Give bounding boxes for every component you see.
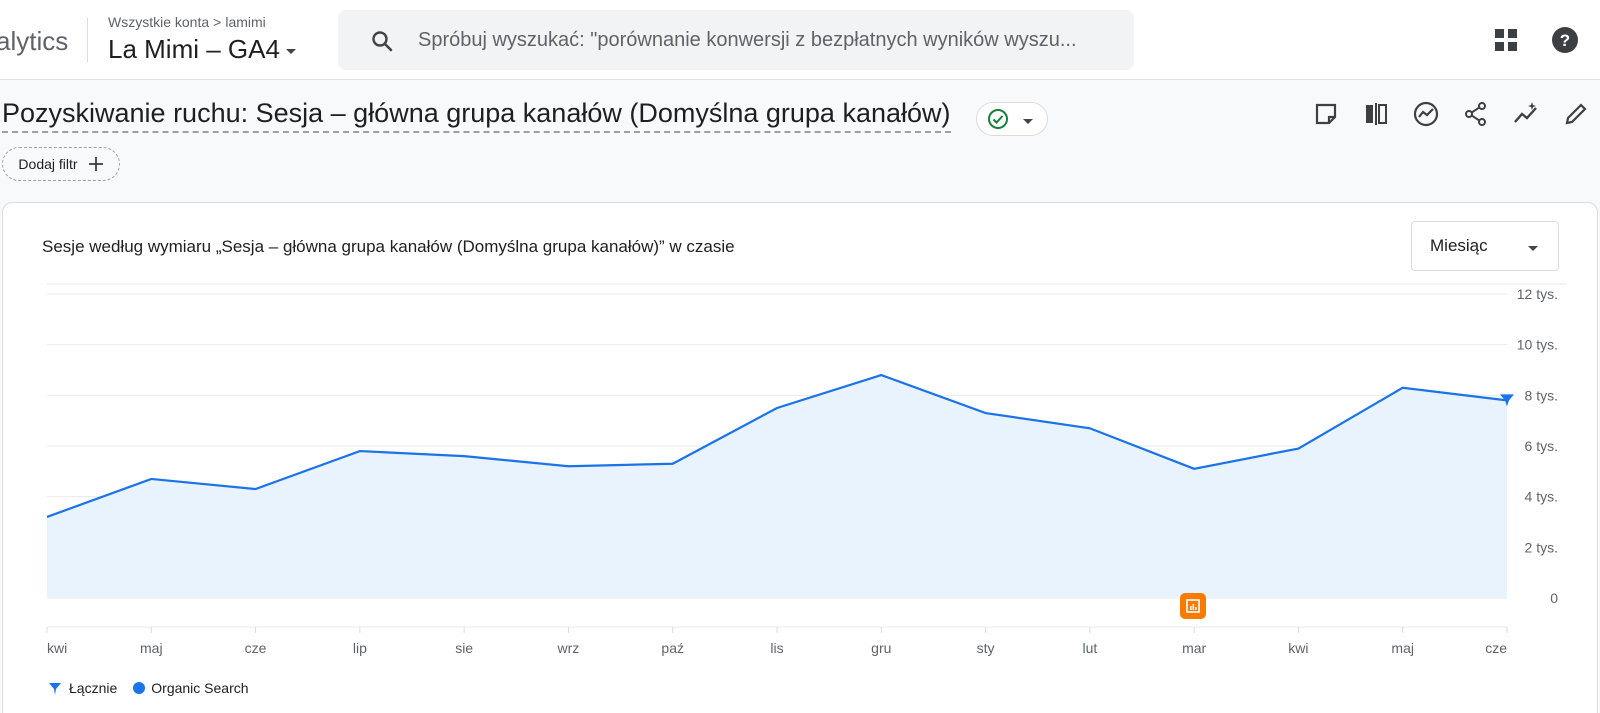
legend-label-organic-search: Organic Search bbox=[151, 680, 249, 696]
x-tick-label: kwi bbox=[47, 640, 67, 656]
y-tick-label: 12 tys. bbox=[1517, 286, 1558, 302]
compare-icon[interactable] bbox=[1360, 98, 1392, 130]
period-select[interactable]: Miesiąc bbox=[1411, 221, 1559, 271]
property-selector[interactable]: La Mimi – GA4 bbox=[108, 34, 296, 65]
top-bar: alytics Wszystkie konta > lamimi La Mimi… bbox=[0, 0, 1600, 80]
report-annotation-icon bbox=[1186, 599, 1200, 613]
period-select-value: Miesiąc bbox=[1430, 236, 1488, 255]
note-icon[interactable] bbox=[1310, 98, 1342, 130]
breadcrumb[interactable]: Wszystkie konta > lamimi bbox=[108, 14, 266, 30]
page-title[interactable]: Pozyskiwanie ruchu: Sesja – główna grupa… bbox=[2, 98, 951, 133]
x-tick-label: lis bbox=[770, 640, 783, 656]
insights-icon[interactable] bbox=[1410, 98, 1442, 130]
app-brand[interactable]: alytics bbox=[0, 26, 69, 56]
apps-grid-icon[interactable] bbox=[1490, 24, 1522, 56]
chart-title: Sesje według wymiaru „Sesja – główna gru… bbox=[42, 237, 735, 256]
breadcrumb-all-accounts[interactable]: Wszystkie konta bbox=[108, 14, 210, 30]
legend-item-organic-search[interactable]: Organic Search bbox=[133, 680, 249, 696]
add-filter-label: Dodaj filtr bbox=[18, 156, 78, 172]
y-tick-label: 10 tys. bbox=[1517, 337, 1558, 353]
x-tick-label: cze bbox=[1485, 640, 1507, 656]
x-tick-label: sty bbox=[977, 640, 995, 656]
breadcrumb-account[interactable]: lamimi bbox=[225, 14, 266, 30]
y-tick-label: 4 tys. bbox=[1525, 489, 1558, 505]
svg-text:?: ? bbox=[1560, 31, 1570, 50]
edit-icon[interactable] bbox=[1560, 98, 1592, 130]
x-tick-label: gru bbox=[871, 640, 891, 656]
property-name: La Mimi – GA4 bbox=[108, 34, 280, 64]
x-tick-label: wrz bbox=[557, 640, 580, 656]
series-endpoint-marker bbox=[1500, 394, 1514, 407]
legend-label-total: Łącznie bbox=[69, 680, 118, 696]
header-divider bbox=[87, 18, 88, 62]
x-tick-label: sie bbox=[455, 640, 473, 656]
search-icon bbox=[372, 31, 393, 52]
trend-sparkle-icon[interactable] bbox=[1510, 98, 1542, 130]
series-area-organic-search bbox=[47, 375, 1507, 598]
search-bar[interactable]: Spróbuj wyszukać: "porównanie konwersji … bbox=[338, 10, 1134, 70]
help-icon[interactable]: ? bbox=[1549, 24, 1581, 56]
x-tick-label: mar bbox=[1182, 640, 1206, 656]
pin-icon bbox=[49, 683, 61, 695]
plus-icon bbox=[88, 157, 103, 171]
x-tick-label: maj bbox=[140, 640, 163, 656]
x-tick-label: lip bbox=[353, 640, 367, 656]
report-status-chip[interactable] bbox=[976, 102, 1048, 136]
series-line-organic-search bbox=[46, 373, 1508, 518]
y-tick-label: 2 tys. bbox=[1525, 539, 1558, 555]
annotation-marker[interactable] bbox=[1180, 593, 1206, 619]
share-icon[interactable] bbox=[1460, 98, 1492, 130]
chevron-down-icon bbox=[1528, 246, 1538, 251]
y-tick-label: 0 bbox=[1550, 590, 1558, 606]
y-tick-label: 8 tys. bbox=[1525, 387, 1558, 403]
x-tick-label: paź bbox=[661, 640, 684, 656]
legend-item-total[interactable]: Łącznie bbox=[47, 680, 117, 696]
chevron-down-icon bbox=[285, 49, 296, 54]
chevron-down-icon bbox=[1023, 118, 1033, 124]
x-tick-label: lut bbox=[1082, 640, 1097, 656]
legend-dot-icon bbox=[133, 682, 146, 694]
x-tick-label: maj bbox=[1391, 640, 1414, 656]
check-circle-icon bbox=[988, 109, 1008, 129]
breadcrumb-separator: > bbox=[213, 14, 222, 30]
chart-legend: Łącznie Organic Search bbox=[47, 680, 249, 696]
report-toolbar bbox=[1310, 98, 1600, 130]
search-placeholder: Spróbuj wyszukać: "porównanie konwersji … bbox=[418, 29, 1077, 51]
x-tick-label: cze bbox=[245, 640, 267, 656]
y-tick-label: 6 tys. bbox=[1525, 438, 1558, 454]
add-filter-button[interactable]: Dodaj filtr bbox=[2, 147, 120, 181]
x-tick-label: kwi bbox=[1288, 640, 1308, 656]
